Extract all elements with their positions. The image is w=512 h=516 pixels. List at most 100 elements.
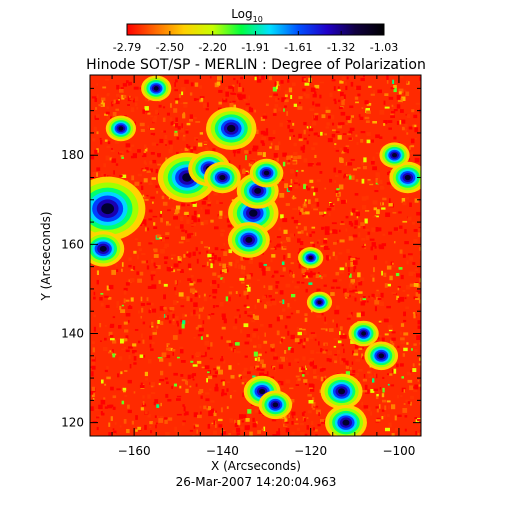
map-texture (90, 75, 421, 436)
texture-speck (400, 109, 404, 113)
texture-speck (327, 138, 333, 143)
texture-speck (231, 93, 237, 95)
texture-speck (371, 242, 376, 247)
texture-speck (320, 328, 326, 330)
texture-speck (108, 331, 113, 336)
texture-speck (206, 378, 208, 383)
texture-speck (222, 278, 226, 283)
texture-speck (334, 180, 336, 184)
texture-speck (223, 360, 226, 364)
texture-speck (304, 313, 308, 316)
texture-speck (299, 373, 304, 377)
texture-speck (119, 356, 123, 361)
texture-speck (226, 340, 231, 343)
texture-speck (253, 328, 258, 332)
texture-speck (203, 195, 208, 200)
texture-speck (293, 152, 298, 157)
texture-speck (210, 400, 215, 403)
texture-speck (104, 324, 107, 327)
texture-speck (394, 415, 397, 421)
texture-speck (406, 294, 410, 297)
texture-speck (301, 169, 304, 172)
texture-speck (312, 121, 317, 126)
texture-speck (315, 115, 318, 121)
texture-speck (157, 320, 161, 324)
texture-speck (160, 402, 162, 407)
texture-speck (376, 209, 380, 215)
texture-speck (263, 285, 266, 288)
texture-speck (175, 99, 179, 104)
texture-speck (324, 316, 326, 322)
texture-speck (300, 432, 305, 436)
texture-speck (220, 336, 223, 340)
polarization-map (90, 75, 421, 436)
texture-speck (312, 427, 315, 431)
texture-speck (169, 117, 173, 122)
texture-speck (202, 306, 205, 310)
texture-speck (111, 101, 114, 107)
texture-speck (396, 104, 401, 109)
texture-speck (333, 242, 337, 245)
texture-speck (150, 196, 155, 199)
texture-speck (419, 246, 421, 251)
texture-speck (303, 379, 308, 383)
texture-speck (362, 346, 364, 349)
texture-speck (366, 103, 372, 106)
polarization-region (389, 161, 421, 194)
texture-speck (406, 80, 409, 84)
texture-speck (301, 230, 304, 234)
texture-speck (364, 218, 368, 224)
texture-speck (112, 339, 117, 344)
texture-speck (181, 203, 186, 207)
texture-speck (410, 151, 414, 155)
texture-speck (232, 430, 236, 433)
texture-speck (181, 123, 183, 129)
texture-speck (186, 122, 191, 126)
texture-speck (338, 99, 341, 103)
texture-speck (186, 219, 190, 224)
texture-speck (339, 223, 345, 225)
texture-speck (119, 89, 124, 93)
texture-speck (284, 104, 287, 108)
texture-speck (142, 395, 145, 399)
texture-speck (197, 414, 202, 419)
y-tick-label: 120 (61, 416, 84, 430)
texture-speck (186, 296, 190, 302)
texture-speck (220, 277, 224, 280)
texture-speck (336, 323, 338, 328)
texture-speck (241, 94, 246, 99)
texture-speck (402, 353, 405, 357)
region-contour (227, 124, 236, 133)
texture-speck (192, 281, 196, 284)
texture-speck (166, 223, 172, 226)
texture-speck (419, 386, 421, 391)
texture-speck (150, 430, 153, 434)
texture-speck (337, 125, 342, 129)
texture-speck (400, 119, 406, 124)
texture-speck (315, 273, 320, 278)
texture-speck (287, 306, 292, 309)
texture-speck (413, 271, 416, 274)
texture-speck (289, 136, 291, 140)
texture-speck (315, 434, 318, 436)
texture-speck (373, 90, 375, 95)
texture-speck (337, 193, 340, 196)
texture-speck (146, 297, 149, 301)
texture-speck (216, 200, 219, 204)
texture-speck (295, 384, 300, 386)
texture-speck (388, 231, 393, 235)
texture-speck (93, 314, 97, 318)
texture-speck (360, 139, 364, 143)
texture-speck (371, 227, 376, 233)
texture-speck (374, 166, 377, 169)
texture-speck (221, 392, 224, 397)
texture-speck (122, 83, 128, 87)
texture-speck (252, 333, 257, 338)
texture-speck (368, 375, 374, 378)
texture-speck (311, 186, 315, 189)
texture-speck (168, 142, 173, 145)
texture-speck (286, 315, 291, 319)
texture-speck (313, 130, 316, 133)
texture-speck (346, 317, 351, 320)
texture-speck (332, 279, 338, 283)
